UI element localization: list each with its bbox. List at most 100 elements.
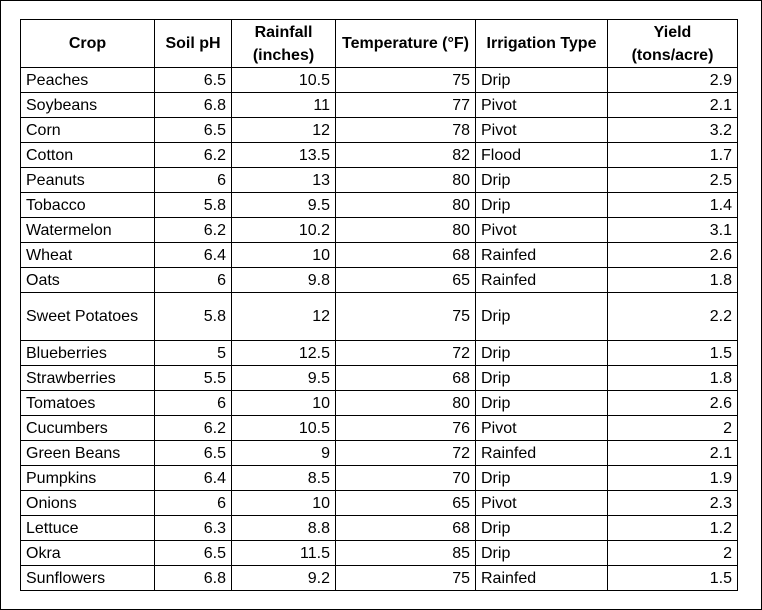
cell-irrigation-type: Drip: [475, 515, 608, 541]
cell-rainfall: 11.5: [231, 540, 336, 566]
cell-temperature: 65: [335, 267, 476, 293]
cell-soil-ph: 6: [154, 267, 232, 293]
table-row: Cotton 6.2 13.5 82 Flood 1.7: [20, 142, 738, 168]
cell-temperature: 68: [335, 365, 476, 391]
cell-rainfall: 10.2: [231, 217, 336, 243]
cell-rainfall: 9: [231, 440, 336, 466]
cell-rainfall: 10: [231, 390, 336, 416]
cell-crop: Blueberries: [20, 340, 155, 366]
cell-irrigation-type: Pivot: [475, 490, 608, 516]
cell-rainfall: 10: [231, 242, 336, 268]
cell-irrigation-type: Rainfed: [475, 242, 608, 268]
cell-irrigation-type: Flood: [475, 142, 608, 168]
cell-rainfall: 10.5: [231, 67, 336, 93]
table-row: Peanuts 6 13 80 Drip 2.5: [20, 167, 738, 193]
cell-temperature: 76: [335, 415, 476, 441]
header-irrigation-type: Irrigation Type: [475, 19, 608, 68]
header-temperature: Temperature (°F): [335, 19, 476, 68]
cell-temperature: 72: [335, 340, 476, 366]
crop-data-table: Crop Soil pH Rainfall (inches) Temperatu…: [20, 19, 738, 591]
cell-temperature: 77: [335, 92, 476, 118]
cell-crop: Soybeans: [20, 92, 155, 118]
table-row: Sweet Potatoes 5.8 12 75 Drip 2.2: [20, 292, 738, 341]
cell-yield: 1.2: [607, 515, 738, 541]
cell-yield: 2: [607, 415, 738, 441]
cell-soil-ph: 5.5: [154, 365, 232, 391]
cell-rainfall: 9.5: [231, 365, 336, 391]
table-row: Soybeans 6.8 11 77 Pivot 2.1: [20, 92, 738, 118]
cell-soil-ph: 6.3: [154, 515, 232, 541]
cell-yield: 3.1: [607, 217, 738, 243]
cell-rainfall: 11: [231, 92, 336, 118]
cell-irrigation-type: Drip: [475, 540, 608, 566]
cell-yield: 1.8: [607, 267, 738, 293]
cell-crop: Corn: [20, 117, 155, 143]
cell-crop: Cucumbers: [20, 415, 155, 441]
cell-temperature: 72: [335, 440, 476, 466]
cell-crop: Strawberries: [20, 365, 155, 391]
table-row: Lettuce 6.3 8.8 68 Drip 1.2: [20, 515, 738, 541]
cell-rainfall: 9.2: [231, 565, 336, 591]
cell-rainfall: 12.5: [231, 340, 336, 366]
cell-irrigation-type: Pivot: [475, 415, 608, 441]
cell-crop: Peaches: [20, 67, 155, 93]
cell-yield: 2: [607, 540, 738, 566]
cell-temperature: 80: [335, 390, 476, 416]
table-row: Tomatoes 6 10 80 Drip 2.6: [20, 390, 738, 416]
cell-temperature: 75: [335, 67, 476, 93]
cell-soil-ph: 6.5: [154, 67, 232, 93]
header-row: Crop Soil pH Rainfall (inches) Temperatu…: [20, 19, 738, 68]
table-row: Watermelon 6.2 10.2 80 Pivot 3.1: [20, 217, 738, 243]
cell-soil-ph: 6.5: [154, 117, 232, 143]
cell-temperature: 80: [335, 217, 476, 243]
cell-irrigation-type: Drip: [475, 192, 608, 218]
cell-rainfall: 10.5: [231, 415, 336, 441]
cell-rainfall: 10: [231, 490, 336, 516]
cell-irrigation-type: Pivot: [475, 92, 608, 118]
cell-rainfall: 12: [231, 117, 336, 143]
cell-crop: Pumpkins: [20, 465, 155, 491]
cell-crop: Wheat: [20, 242, 155, 268]
cell-soil-ph: 6.8: [154, 565, 232, 591]
cell-rainfall: 12: [231, 292, 336, 341]
cell-yield: 3.2: [607, 117, 738, 143]
cell-irrigation-type: Drip: [475, 465, 608, 491]
cell-crop: Peanuts: [20, 167, 155, 193]
cell-irrigation-type: Drip: [475, 390, 608, 416]
cell-irrigation-type: Drip: [475, 340, 608, 366]
cell-yield: 1.5: [607, 340, 738, 366]
table-row: Okra 6.5 11.5 85 Drip 2: [20, 540, 738, 566]
cell-temperature: 78: [335, 117, 476, 143]
cell-soil-ph: 6.5: [154, 540, 232, 566]
cell-crop: Lettuce: [20, 515, 155, 541]
cell-irrigation-type: Drip: [475, 167, 608, 193]
cell-temperature: 80: [335, 192, 476, 218]
cell-soil-ph: 5: [154, 340, 232, 366]
cell-soil-ph: 6: [154, 490, 232, 516]
table-body: Peaches 6.5 10.5 75 Drip 2.9 Soybeans 6.8 11 77 Pi…: [20, 67, 738, 591]
cell-soil-ph: 6.8: [154, 92, 232, 118]
table-row: Onions 6 10 65 Pivot 2.3: [20, 490, 738, 516]
table-row: Strawberries 5.5 9.5 68 Drip 1.8: [20, 365, 738, 391]
cell-rainfall: 8.8: [231, 515, 336, 541]
table-row: Tobacco 5.8 9.5 80 Drip 1.4: [20, 192, 738, 218]
table-row: Green Beans 6.5 9 72 Rainfed 2.1: [20, 440, 738, 466]
cell-crop: Tobacco: [20, 192, 155, 218]
cell-yield: 1.8: [607, 365, 738, 391]
cell-temperature: 68: [335, 242, 476, 268]
cell-irrigation-type: Rainfed: [475, 565, 608, 591]
cell-rainfall: 13.5: [231, 142, 336, 168]
cell-yield: 2.1: [607, 92, 738, 118]
table-row: Corn 6.5 12 78 Pivot 3.2: [20, 117, 738, 143]
cell-crop: Oats: [20, 267, 155, 293]
cell-yield: 2.1: [607, 440, 738, 466]
cell-temperature: 85: [335, 540, 476, 566]
cell-crop: Green Beans: [20, 440, 155, 466]
cell-crop: Sunflowers: [20, 565, 155, 591]
cell-temperature: 80: [335, 167, 476, 193]
cell-soil-ph: 6.2: [154, 217, 232, 243]
cell-soil-ph: 5.8: [154, 192, 232, 218]
table-row: Blueberries 5 12.5 72 Drip 1.5: [20, 340, 738, 366]
header-rainfall: Rainfall (inches): [231, 19, 336, 68]
